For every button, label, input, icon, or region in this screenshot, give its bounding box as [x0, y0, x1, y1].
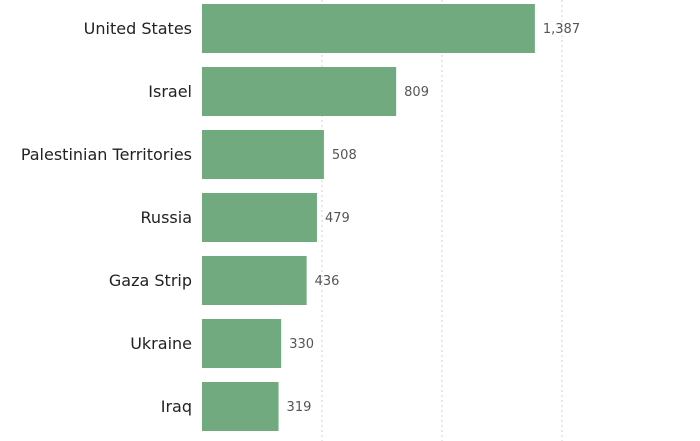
- category-label-gaza-strip: Gaza Strip: [109, 271, 192, 290]
- category-label-united-states: United States: [84, 19, 192, 38]
- value-labels: 1,387 809 508 479 436 330 319: [287, 22, 581, 415]
- value-label-palestinian-territories: 508: [332, 148, 357, 163]
- bar-united-states: [202, 4, 535, 53]
- bar-iraq: [202, 382, 279, 431]
- bar-israel: [202, 67, 397, 116]
- category-label-israel: Israel: [148, 82, 192, 101]
- bar-gaza-strip: [202, 256, 307, 305]
- category-labels: United States Israel Palestinian Territori…: [21, 19, 192, 416]
- bar-ukraine: [202, 319, 282, 368]
- category-label-russia: Russia: [141, 208, 192, 227]
- category-label-palestinian-territories: Palestinian Territories: [21, 145, 192, 164]
- value-label-ukraine: 330: [289, 337, 314, 352]
- value-label-iraq: 319: [287, 400, 312, 415]
- value-label-russia: 479: [325, 211, 350, 226]
- category-label-ukraine: Ukraine: [130, 334, 192, 353]
- value-label-israel: 809: [404, 85, 429, 100]
- value-label-gaza-strip: 436: [315, 274, 340, 289]
- category-label-iraq: Iraq: [161, 397, 192, 416]
- bar-palestinian-territories: [202, 130, 324, 179]
- value-label-united-states: 1,387: [543, 22, 580, 37]
- bar-russia: [202, 193, 317, 242]
- gridlines: [321, 0, 563, 441]
- bars: [202, 4, 535, 431]
